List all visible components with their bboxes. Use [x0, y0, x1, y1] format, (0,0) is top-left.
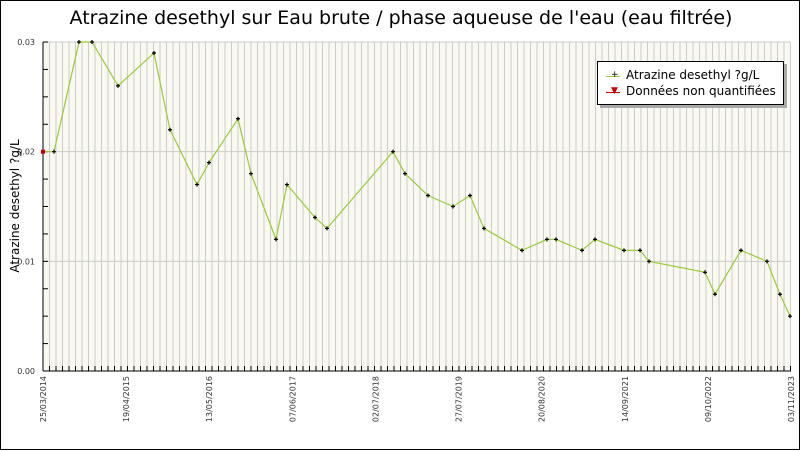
y-tick-label: 0.02: [17, 148, 35, 157]
non-quantified-marker: [41, 149, 45, 154]
data-point-marker: [520, 248, 524, 253]
data-point-marker: [52, 149, 56, 154]
chart-title: Atrazine desethyl sur Eau brute / phase …: [69, 7, 733, 29]
x-tick-label: 27/07/2019: [455, 376, 464, 422]
data-point-marker: [482, 226, 486, 231]
x-tick-label: 03/11/2023: [787, 376, 796, 422]
x-tick-label: 13/05/2016: [205, 376, 214, 422]
legend-item-series: + Atrazine desethyl ?g/L: [606, 68, 759, 82]
data-point-marker: [593, 237, 597, 242]
data-point-marker: [554, 237, 558, 242]
data-point-marker: [168, 127, 172, 132]
legend-item-non-quantified: ▼ Données non quantifiées: [606, 84, 776, 98]
y-axis-label: Atrazine desethyl ?g/L: [8, 139, 22, 273]
legend-label: Données non quantifiées: [626, 84, 776, 98]
data-point-marker: [426, 193, 430, 198]
data-point-marker: [622, 248, 626, 253]
data-point-marker: [765, 259, 769, 264]
x-tick-label: 07/06/2017: [288, 376, 297, 422]
x-tick-label: 14/09/2021: [621, 376, 630, 422]
data-point-marker: [90, 40, 94, 44]
chart-legend: + Atrazine desethyl ?g/L ▼ Données non qua…: [597, 61, 784, 105]
data-point-marker: [285, 182, 289, 187]
data-point-marker: [788, 314, 792, 319]
data-point-marker: [638, 248, 642, 253]
data-point-marker: [468, 193, 472, 198]
data-point-marker: [207, 160, 211, 165]
x-tick-label: 20/08/2020: [538, 376, 547, 422]
legend-swatch-red-icon: ▼: [606, 86, 620, 97]
data-point-marker: [325, 226, 329, 231]
data-point-marker: [545, 237, 549, 242]
data-point-marker: [703, 270, 707, 275]
data-point-marker: [195, 182, 199, 187]
data-point-marker: [739, 248, 743, 253]
data-point-marker: [77, 40, 81, 44]
data-point-marker: [152, 50, 156, 55]
data-point-marker: [249, 171, 253, 176]
data-point-marker: [580, 248, 584, 253]
data-point-marker: [313, 215, 317, 220]
data-point-marker: [403, 171, 407, 176]
legend-label: Atrazine desethyl ?g/L: [626, 68, 760, 82]
data-point-marker: [391, 149, 395, 154]
data-point-marker: [778, 292, 782, 297]
x-tick-label: 02/07/2018: [371, 376, 380, 422]
y-tick-label: 0.03: [17, 38, 35, 47]
data-point-marker: [236, 116, 240, 121]
x-tick-label: 25/03/2014: [39, 376, 48, 422]
data-point-marker: [647, 259, 651, 264]
x-tick-label: 09/10/2022: [704, 376, 713, 422]
data-point-marker: [451, 204, 455, 209]
legend-swatch-line-icon: +: [606, 70, 620, 81]
y-tick-label: 0.01: [17, 257, 35, 266]
y-tick-label: 0.00: [17, 367, 35, 376]
data-point-marker: [274, 237, 278, 242]
x-tick-label: 19/04/2015: [122, 376, 131, 422]
data-point-marker: [116, 83, 120, 88]
data-point-marker: [713, 292, 717, 297]
